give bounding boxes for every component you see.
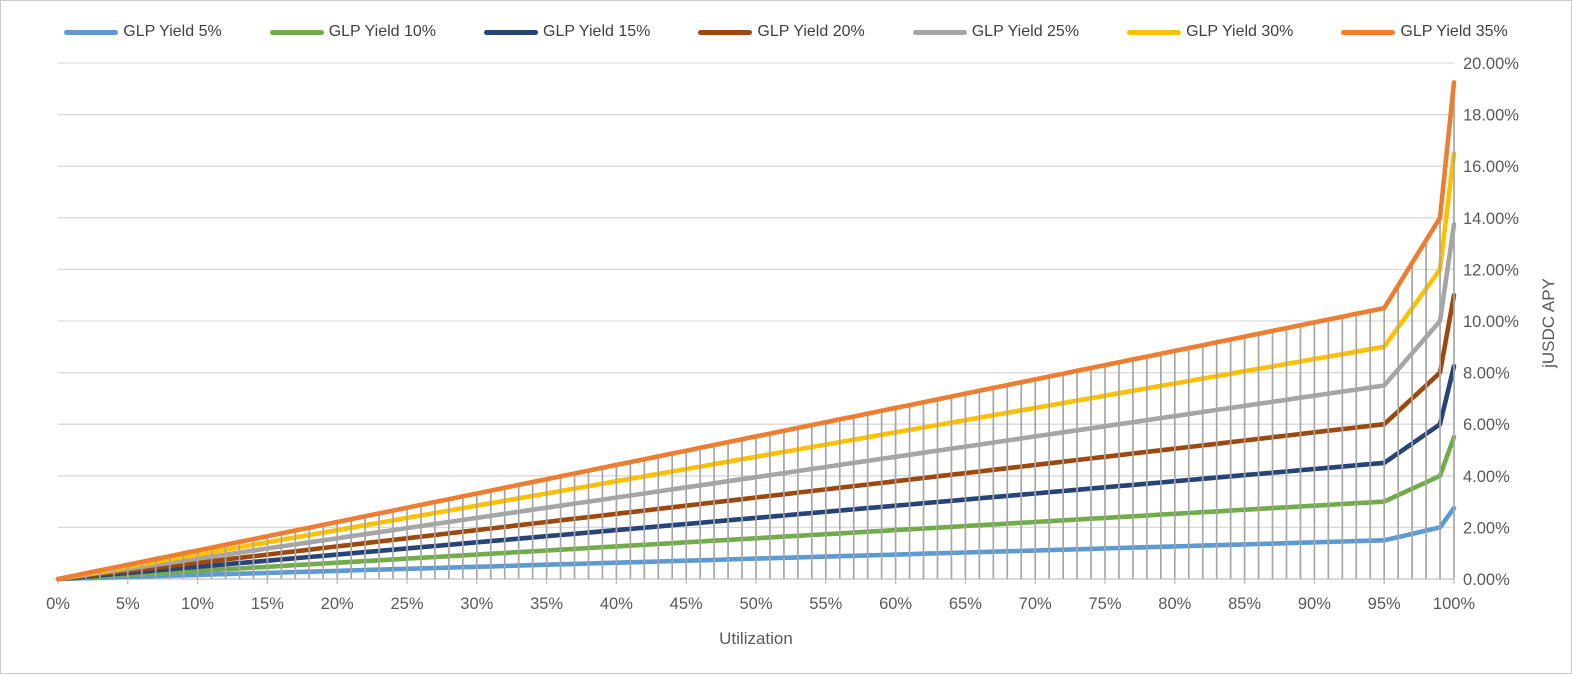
legend-label: GLP Yield 10% bbox=[328, 23, 437, 40]
x-tick-label: 30% bbox=[460, 595, 493, 613]
x-tick-label: 10% bbox=[181, 595, 214, 613]
y-tick-label: 14.00% bbox=[1463, 210, 1519, 228]
x-tick-label: 20% bbox=[321, 595, 354, 613]
x-tick-label: 5% bbox=[116, 595, 140, 613]
x-tick-label: 25% bbox=[390, 595, 423, 613]
legend-item-glp-yield-25: GLP Yield 25% bbox=[912, 23, 1080, 41]
legend-item-glp-yield-5: GLP Yield 5% bbox=[64, 23, 222, 41]
legend-swatch-glp-yield-5 bbox=[64, 29, 119, 35]
x-tick-label: 40% bbox=[600, 595, 633, 613]
x-tick-label: 60% bbox=[879, 595, 912, 613]
x-tick-label: 35% bbox=[530, 595, 563, 613]
legend-label: GLP Yield 15% bbox=[543, 23, 651, 40]
x-tick-label: 15% bbox=[251, 595, 284, 613]
y-tick-label: 12.00% bbox=[1463, 261, 1519, 279]
legend-swatch-glp-yield-30 bbox=[1127, 29, 1182, 35]
y-tick-label: 2.00% bbox=[1463, 519, 1510, 537]
legend-label: GLP Yield 25% bbox=[971, 23, 1080, 40]
x-tick-label: 80% bbox=[1158, 595, 1191, 613]
x-tick-label: 85% bbox=[1228, 595, 1261, 613]
chart-legend: GLP Yield 5% GLP Yield 10% GLP Yield 15% GL… bbox=[1, 23, 1571, 41]
x-tick-label: 75% bbox=[1088, 595, 1121, 613]
legend-item-glp-yield-15: GLP Yield 15% bbox=[484, 23, 650, 41]
legend-swatch-glp-yield-25 bbox=[912, 29, 967, 35]
x-tick-label: 50% bbox=[739, 595, 772, 613]
legend-label: GLP Yield 30% bbox=[1186, 23, 1294, 40]
y-axis-title: jUSDC APY bbox=[1539, 278, 1558, 368]
y-tick-label: 16.00% bbox=[1463, 158, 1519, 176]
y-tick-label: 8.00% bbox=[1463, 365, 1510, 383]
legend-label: GLP Yield 5% bbox=[123, 23, 222, 40]
legend-swatch-glp-yield-35 bbox=[1341, 29, 1396, 35]
x-tick-label: 45% bbox=[670, 595, 703, 613]
x-axis-title: Utilization bbox=[719, 629, 793, 648]
legend-item-glp-yield-20: GLP Yield 20% bbox=[698, 23, 865, 41]
y-tick-label: 6.00% bbox=[1463, 416, 1510, 434]
legend-swatch-glp-yield-20 bbox=[698, 29, 753, 35]
legend-label: GLP Yield 35% bbox=[1400, 23, 1508, 40]
x-tick-label: 70% bbox=[1019, 595, 1052, 613]
series-line-glp-yield-35 bbox=[55, 80, 1457, 582]
legend-item-glp-yield-10: GLP Yield 10% bbox=[269, 23, 437, 41]
x-tick-label: 100% bbox=[1433, 595, 1476, 613]
x-tick-label: 65% bbox=[949, 595, 982, 613]
x-tick-label: 0% bbox=[46, 595, 70, 613]
y-tick-label: 4.00% bbox=[1463, 468, 1510, 486]
legend-label: GLP Yield 20% bbox=[757, 23, 865, 40]
y-tick-label: 18.00% bbox=[1463, 107, 1519, 125]
y-tick-label: 10.00% bbox=[1463, 313, 1519, 331]
legend-item-glp-yield-30: GLP Yield 30% bbox=[1127, 23, 1293, 41]
x-tick-label: 55% bbox=[809, 595, 842, 613]
y-tick-label: 20.00% bbox=[1463, 55, 1519, 73]
y-tick-label: 0.00% bbox=[1463, 571, 1510, 589]
legend-swatch-glp-yield-15 bbox=[484, 29, 539, 35]
legend-item-glp-yield-35: GLP Yield 35% bbox=[1341, 23, 1508, 41]
x-tick-label: 90% bbox=[1298, 595, 1331, 613]
x-tick-label: 95% bbox=[1368, 595, 1401, 613]
legend-swatch-glp-yield-10 bbox=[269, 29, 324, 35]
